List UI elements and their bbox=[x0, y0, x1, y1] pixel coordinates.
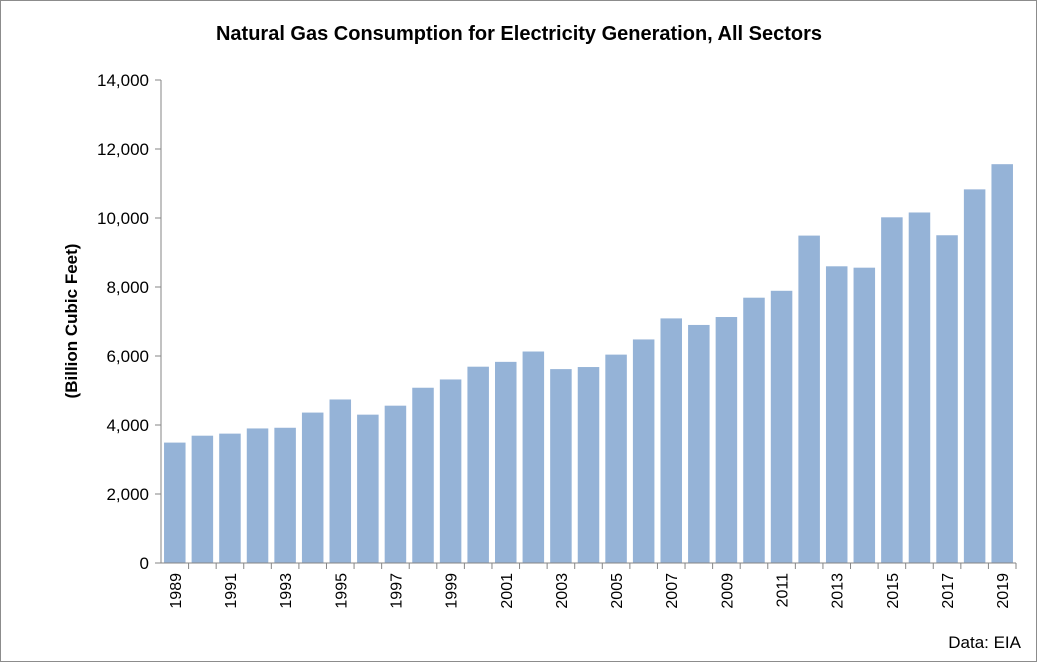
y-tick-label: 14,000 bbox=[97, 71, 149, 90]
bar-2017 bbox=[936, 235, 958, 563]
x-tick-label: 2017 bbox=[940, 573, 957, 609]
bar-2002 bbox=[522, 351, 545, 563]
bar-2005 bbox=[605, 354, 627, 563]
bar-1992 bbox=[246, 428, 269, 563]
bar-2012 bbox=[798, 235, 820, 563]
bar-2015 bbox=[881, 217, 903, 563]
bar-1997 bbox=[384, 405, 407, 563]
bar-2004 bbox=[577, 367, 600, 563]
x-tick-label: 1991 bbox=[223, 573, 240, 609]
source-note: Data: EIA bbox=[948, 633, 1021, 652]
y-tick-label: 2,000 bbox=[106, 485, 149, 504]
y-tick-label: 8,000 bbox=[106, 278, 149, 297]
bar-2003 bbox=[550, 369, 572, 563]
bar-2000 bbox=[467, 366, 489, 563]
y-tick-label: 0 bbox=[140, 554, 149, 573]
y-tick-label: 6,000 bbox=[106, 347, 149, 366]
bar-2001 bbox=[495, 361, 517, 563]
x-tick-label: 2001 bbox=[499, 573, 516, 609]
bar-1991 bbox=[219, 433, 241, 563]
bar-1996 bbox=[357, 414, 379, 563]
bar-1995 bbox=[329, 399, 352, 563]
x-ticks: 1989 1991 1993 1995 1997 1999 2001 2003 2005 2007… bbox=[168, 563, 1017, 609]
bar-2013 bbox=[825, 266, 848, 563]
bar-2010 bbox=[743, 297, 765, 563]
x-tick-label: 1999 bbox=[444, 573, 461, 609]
bar-2007 bbox=[660, 318, 682, 563]
x-tick-label: 1989 bbox=[168, 573, 185, 609]
bar-1999 bbox=[439, 379, 462, 563]
bar-2016 bbox=[908, 212, 931, 564]
y-tick-label: 4,000 bbox=[106, 416, 149, 435]
x-tick-label: 2009 bbox=[719, 573, 736, 609]
x-tick-label: 1995 bbox=[333, 573, 350, 609]
x-tick-label: 2013 bbox=[830, 573, 847, 609]
y-tick-label: 12,000 bbox=[97, 140, 149, 159]
bar-2011 bbox=[770, 290, 793, 563]
y-ticks: 0 2,000 4,000 6,000 8,000 10,000 12,000 14,000 bbox=[97, 71, 161, 573]
x-tick-label: 2015 bbox=[885, 573, 902, 609]
x-tick-label: 1997 bbox=[388, 573, 405, 609]
x-tick-label: 2003 bbox=[554, 573, 571, 609]
bar-2019 bbox=[991, 164, 1013, 563]
x-tick-label: 2019 bbox=[995, 573, 1012, 609]
bar-1993 bbox=[274, 427, 296, 563]
bar-1998 bbox=[412, 387, 434, 563]
x-tick-label: 2005 bbox=[609, 573, 626, 609]
bar-2008 bbox=[688, 324, 710, 563]
x-tick-label: 2011 bbox=[775, 573, 792, 608]
bar-1990 bbox=[191, 435, 214, 563]
y-axis-label: (Billion Cubic Feet) bbox=[62, 244, 81, 399]
bars bbox=[164, 164, 1013, 564]
x-tick-label: 1993 bbox=[278, 573, 295, 609]
bar-1989 bbox=[164, 442, 186, 563]
bar-2006 bbox=[632, 339, 655, 563]
x-tick-label: 2007 bbox=[664, 573, 681, 609]
bar-2009 bbox=[715, 317, 738, 563]
bar-2018 bbox=[963, 189, 986, 564]
bar-1994 bbox=[301, 412, 324, 563]
y-tick-label: 10,000 bbox=[97, 209, 149, 228]
bar-2014 bbox=[853, 267, 876, 563]
chart-title: Natural Gas Consumption for Electricity … bbox=[216, 23, 822, 45]
